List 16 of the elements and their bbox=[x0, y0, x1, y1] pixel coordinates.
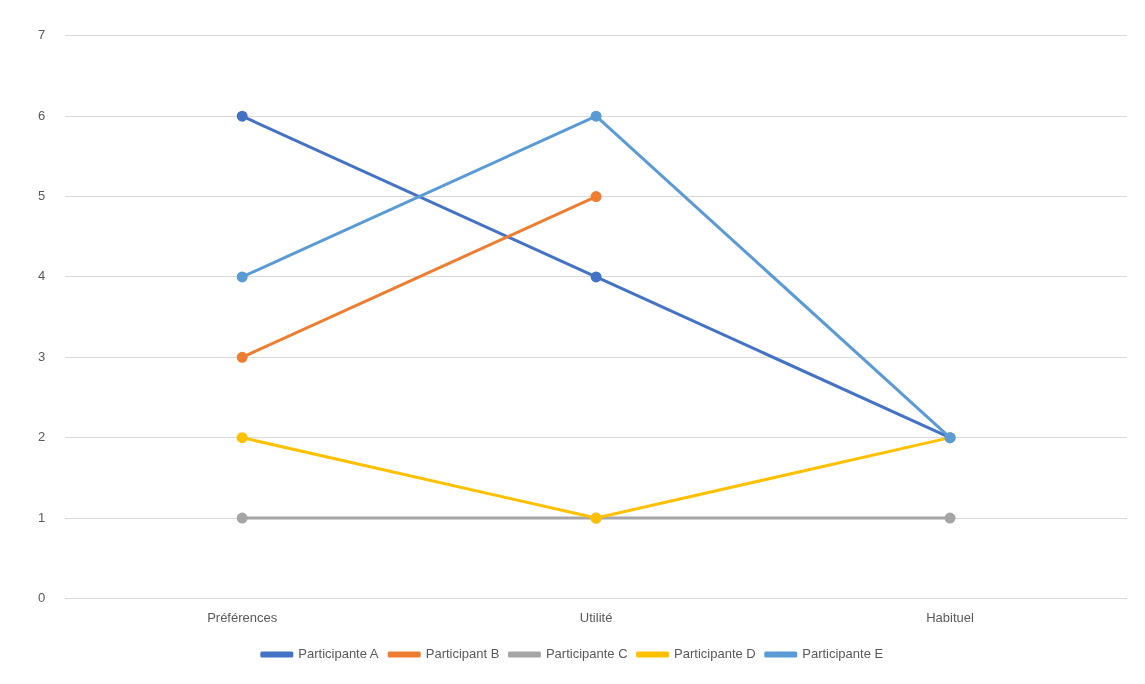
y-tick-label: 1 bbox=[38, 509, 46, 525]
x-tick-label: Utilité bbox=[579, 609, 613, 625]
legend-label: Participante C bbox=[545, 646, 628, 662]
legend-label: Participante A bbox=[298, 646, 379, 662]
legend-label: Participante D bbox=[674, 646, 756, 662]
legend-label: Participant B bbox=[425, 646, 500, 662]
y-tick-label: 4 bbox=[38, 268, 46, 284]
y-tick-label: 6 bbox=[38, 107, 46, 123]
legend-label: Participante E bbox=[802, 646, 884, 662]
y-tick-label: 2 bbox=[38, 429, 46, 445]
x-tick-label: Préférences bbox=[207, 609, 278, 625]
y-tick-label: 7 bbox=[38, 27, 46, 43]
y-tick-label: 0 bbox=[38, 589, 46, 605]
y-tick-label: 3 bbox=[38, 348, 46, 364]
y-tick-label: 5 bbox=[38, 188, 46, 204]
x-tick-label: Habituel bbox=[926, 609, 974, 625]
